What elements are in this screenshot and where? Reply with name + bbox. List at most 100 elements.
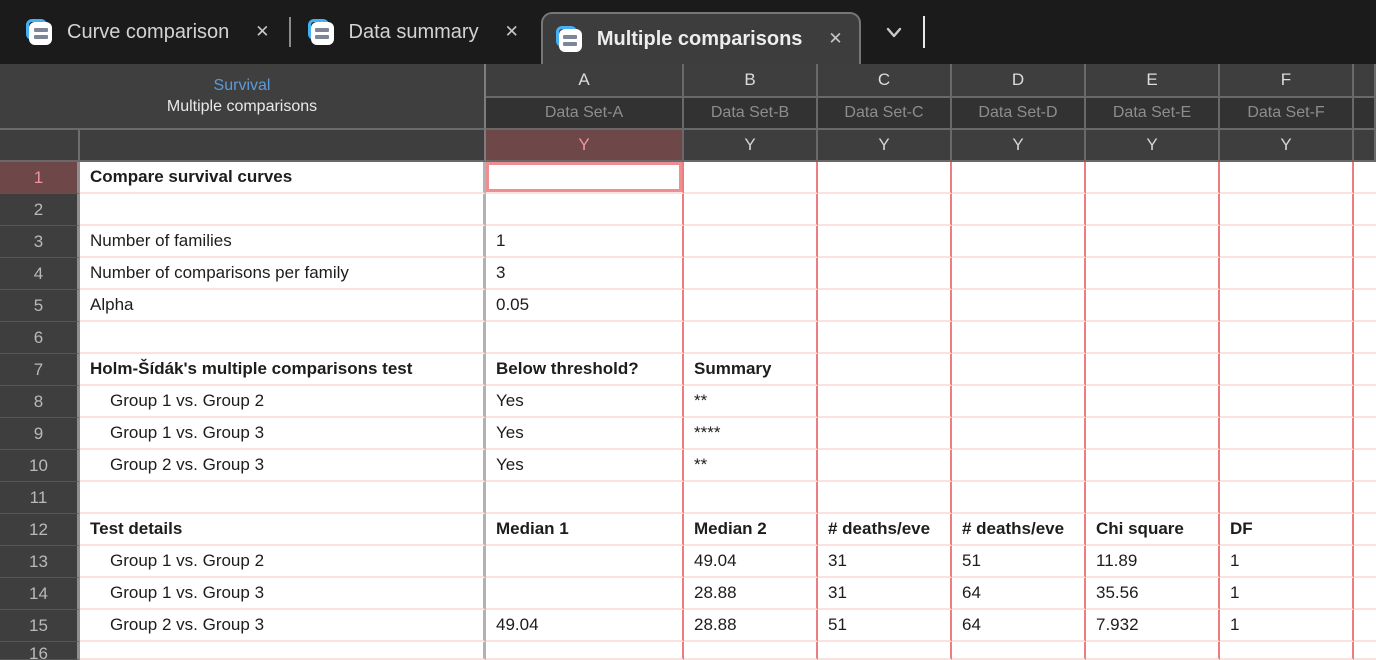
row-label-cell[interactable]: Compare survival curves <box>80 162 486 194</box>
data-cell[interactable]: 51 <box>952 546 1086 578</box>
data-cell[interactable] <box>818 322 952 354</box>
data-cell[interactable]: 64 <box>952 578 1086 610</box>
data-cell[interactable]: 31 <box>818 578 952 610</box>
data-cell[interactable] <box>684 258 818 290</box>
data-cell[interactable] <box>1220 642 1354 660</box>
data-cell[interactable] <box>952 386 1086 418</box>
data-cell[interactable] <box>1220 418 1354 450</box>
dataset-name-header[interactable]: Data Set-E <box>1086 98 1220 130</box>
dataset-name-header[interactable]: Data Set-C <box>818 98 952 130</box>
data-cell[interactable] <box>1220 290 1354 322</box>
row-number[interactable]: 13 <box>0 546 80 578</box>
data-cell[interactable]: Chi square <box>1086 514 1220 546</box>
data-cell[interactable] <box>818 386 952 418</box>
subcolumn-y-header[interactable]: Y <box>684 130 818 162</box>
data-cell[interactable] <box>684 482 818 514</box>
row-number[interactable]: 2 <box>0 194 80 226</box>
data-cell[interactable] <box>1086 482 1220 514</box>
data-cell[interactable] <box>684 322 818 354</box>
data-cell[interactable] <box>818 162 952 194</box>
row-label-cell[interactable]: Group 1 vs. Group 2 <box>80 546 486 578</box>
row-number[interactable]: 12 <box>0 514 80 546</box>
data-cell[interactable]: # deaths/eve <box>818 514 952 546</box>
row-number[interactable]: 5 <box>0 290 80 322</box>
tab-curve-comparison[interactable]: Curve comparison ✕ <box>26 19 270 45</box>
data-cell[interactable] <box>818 450 952 482</box>
row-label-cell[interactable] <box>80 642 486 660</box>
data-cell[interactable] <box>952 226 1086 258</box>
data-cell[interactable] <box>1086 418 1220 450</box>
data-cell[interactable] <box>1086 322 1220 354</box>
dataset-name-header[interactable]: Data Set-B <box>684 98 818 130</box>
data-cell[interactable]: Yes <box>486 450 684 482</box>
data-cell[interactable]: # deaths/eve <box>952 514 1086 546</box>
data-cell[interactable]: 1 <box>1220 578 1354 610</box>
row-label-cell[interactable]: Group 1 vs. Group 3 <box>80 418 486 450</box>
row-label-cell[interactable]: Group 1 vs. Group 3 <box>80 578 486 610</box>
data-cell[interactable] <box>818 642 952 660</box>
data-cell[interactable]: Below threshold? <box>486 354 684 386</box>
data-cell[interactable] <box>1086 642 1220 660</box>
tab-data-summary[interactable]: Data summary ✕ <box>307 19 519 45</box>
data-cell[interactable] <box>952 162 1086 194</box>
data-cell[interactable]: 1 <box>1220 546 1354 578</box>
data-cell[interactable]: DF <box>1220 514 1354 546</box>
subcolumn-y-header[interactable]: Y <box>1220 130 1354 162</box>
data-cell[interactable] <box>952 418 1086 450</box>
data-cell[interactable] <box>684 162 818 194</box>
row-label-cell[interactable]: Group 2 vs. Group 3 <box>80 610 486 642</box>
data-cell[interactable]: 49.04 <box>684 546 818 578</box>
dataset-name-header[interactable]: Data Set-A <box>486 98 684 130</box>
row-label-cell[interactable] <box>80 194 486 226</box>
data-cell[interactable]: ** <box>684 386 818 418</box>
data-cell[interactable] <box>1086 386 1220 418</box>
subcolumn-y-header[interactable]: Y <box>818 130 952 162</box>
data-cell[interactable] <box>486 642 684 660</box>
data-cell[interactable] <box>818 482 952 514</box>
data-cell[interactable] <box>684 642 818 660</box>
data-cell[interactable] <box>952 258 1086 290</box>
row-number[interactable]: 3 <box>0 226 80 258</box>
data-cell[interactable] <box>1220 450 1354 482</box>
data-cell[interactable]: 64 <box>952 610 1086 642</box>
data-cell[interactable] <box>952 354 1086 386</box>
data-cell[interactable] <box>818 194 952 226</box>
data-cell[interactable] <box>1220 194 1354 226</box>
row-number[interactable]: 7 <box>0 354 80 386</box>
data-cell[interactable]: 0.05 <box>486 290 684 322</box>
row-number[interactable]: 6 <box>0 322 80 354</box>
row-number[interactable]: 10 <box>0 450 80 482</box>
data-cell[interactable] <box>1086 450 1220 482</box>
data-cell[interactable] <box>1086 162 1220 194</box>
row-number[interactable]: 16 <box>0 642 80 660</box>
data-cell[interactable]: **** <box>684 418 818 450</box>
chevron-down-icon[interactable] <box>882 20 906 44</box>
data-cell[interactable]: 11.89 <box>1086 546 1220 578</box>
close-icon[interactable]: ✕ <box>828 29 843 48</box>
data-cell[interactable] <box>818 418 952 450</box>
data-cell[interactable]: 3 <box>486 258 684 290</box>
data-cell[interactable] <box>952 450 1086 482</box>
data-cell[interactable] <box>1086 226 1220 258</box>
data-cell[interactable] <box>952 642 1086 660</box>
row-number[interactable]: 1 <box>0 162 80 194</box>
data-cell[interactable] <box>486 322 684 354</box>
data-cell[interactable]: Summary <box>684 354 818 386</box>
close-icon[interactable]: ✕ <box>504 22 519 41</box>
data-cell[interactable] <box>1220 482 1354 514</box>
column-letter-header[interactable]: E <box>1086 64 1220 98</box>
data-cell[interactable]: 28.88 <box>684 610 818 642</box>
data-cell[interactable] <box>684 194 818 226</box>
data-cell[interactable] <box>952 482 1086 514</box>
subcolumn-y-header[interactable]: Y <box>486 130 684 162</box>
row-number[interactable]: 15 <box>0 610 80 642</box>
column-letter-header[interactable]: B <box>684 64 818 98</box>
tab-multiple-comparisons[interactable]: Multiple comparisons ✕ <box>540 12 861 64</box>
subcolumn-y-header[interactable]: Y <box>952 130 1086 162</box>
data-cell[interactable]: ** <box>684 450 818 482</box>
data-cell[interactable]: 49.04 <box>486 610 684 642</box>
data-cell[interactable] <box>1086 354 1220 386</box>
data-cell[interactable] <box>486 482 684 514</box>
row-label-cell[interactable]: Test details <box>80 514 486 546</box>
data-cell[interactable] <box>1220 162 1354 194</box>
